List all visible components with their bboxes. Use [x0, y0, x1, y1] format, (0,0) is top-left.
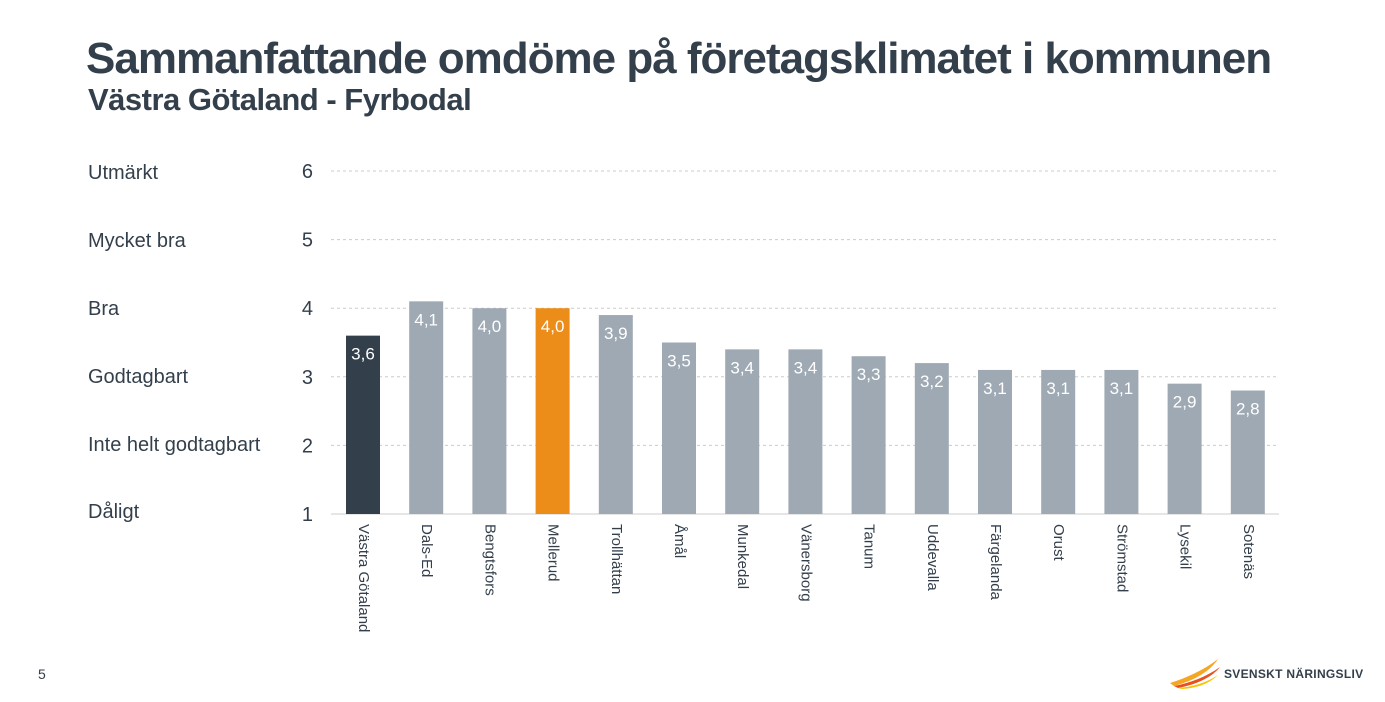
rating-label-mycket-bra: Mycket bra	[88, 230, 186, 252]
bar-value-label: 2,8	[1236, 400, 1260, 419]
bar-value-label: 3,4	[794, 358, 818, 377]
y-tick-label: 4	[302, 298, 313, 320]
bar-value-label: 3,4	[730, 358, 754, 377]
category-label: Sotenäs	[1240, 524, 1257, 579]
logo-text: SVENSKT NÄRINGSLIV	[1224, 667, 1364, 681]
bar-value-label: 4,1	[414, 310, 438, 329]
y-tick-label: 2	[302, 435, 313, 457]
bar-value-label: 3,1	[1046, 379, 1070, 398]
bar	[914, 363, 949, 514]
category-label: Trollhättan	[608, 524, 625, 594]
category-label: Tanum	[861, 524, 878, 569]
bar-value-label: 3,1	[983, 379, 1007, 398]
category-label: Vänersborg	[797, 524, 814, 602]
category-label: Västra Götaland	[355, 524, 372, 632]
bar	[472, 308, 507, 514]
category-label: Orust	[1050, 524, 1067, 562]
bar	[1041, 369, 1076, 514]
category-label: Mellerud	[545, 524, 562, 582]
category-label: Uddevalla	[924, 524, 941, 591]
bar	[598, 315, 633, 514]
chart-subtitle: Västra Götaland - Fyrbodal	[88, 82, 472, 117]
rating-label-utmarkt: Utmärkt	[88, 162, 158, 184]
bar	[409, 301, 444, 514]
rating-label-inte-helt-godtagbart: Inte helt godtagbart	[88, 434, 261, 456]
bar-value-label: 3,3	[857, 365, 881, 384]
bar	[662, 342, 696, 514]
bar	[788, 349, 823, 514]
chart-title: Sammanfattande omdöme på företagsklimate…	[86, 34, 1272, 83]
bar	[851, 356, 886, 514]
y-tick-label: 3	[302, 367, 313, 389]
bar	[1230, 390, 1265, 514]
category-label: Dals-Ed	[418, 524, 435, 577]
category-label: Lysekil	[1177, 524, 1194, 569]
bar-value-label: 3,2	[920, 372, 944, 391]
rating-label-godtagbart: Godtagbart	[88, 366, 189, 388]
bar-value-label: 2,9	[1173, 393, 1197, 412]
rating-label-daligt: Dåligt	[88, 501, 140, 523]
y-tick-label: 1	[302, 504, 313, 526]
bar-value-label: 3,1	[1110, 379, 1134, 398]
bar	[346, 335, 380, 514]
category-label: Bengtsfors	[481, 524, 498, 596]
category-label: Strömstad	[1113, 524, 1130, 592]
category-label: Åmål	[671, 524, 688, 558]
bar-value-label: 4,0	[478, 317, 502, 336]
svenskt-naringsliv-logo-icon	[1170, 659, 1220, 689]
bar-value-label: 3,5	[667, 352, 691, 371]
category-label: Färgelanda	[987, 524, 1004, 601]
bar	[978, 369, 1012, 514]
bar-value-label: 3,6	[351, 345, 375, 364]
category-label: Munkedal	[734, 524, 751, 589]
bar	[725, 349, 760, 514]
rating-label-bra: Bra	[88, 298, 120, 320]
bar-value-label: 4,0	[541, 317, 565, 336]
bar	[1104, 369, 1139, 514]
bar	[1167, 383, 1202, 514]
y-tick-label: 6	[302, 161, 313, 183]
bar-value-label: 3,9	[604, 324, 628, 343]
bar	[535, 308, 570, 514]
page-number: 5	[38, 666, 46, 682]
y-tick-label: 5	[302, 230, 313, 252]
